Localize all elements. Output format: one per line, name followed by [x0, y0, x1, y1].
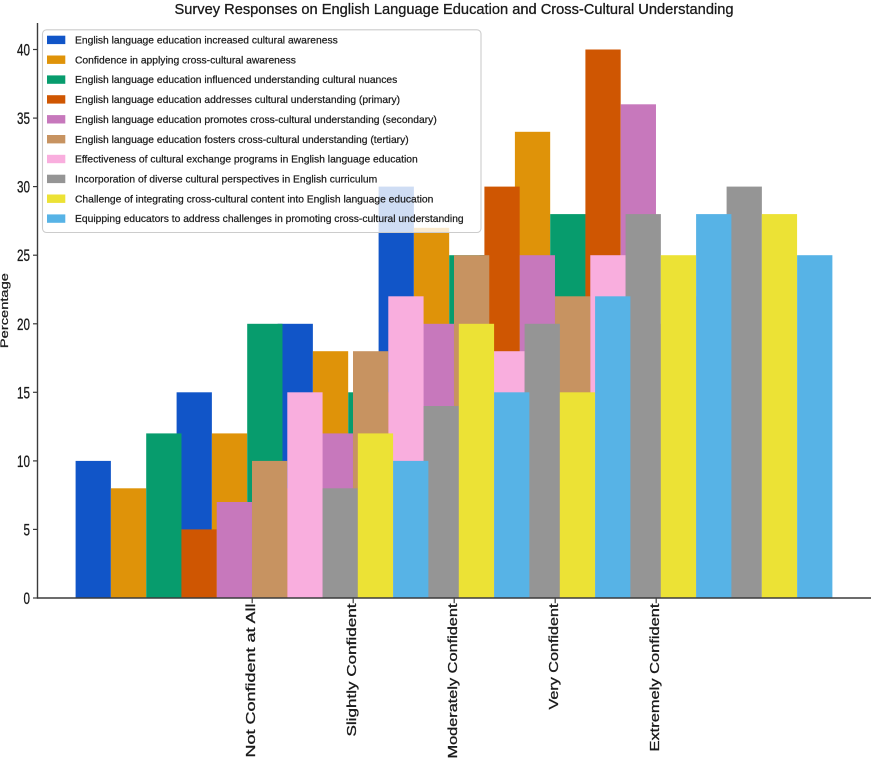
svg-text:English language education pro: English language education promotes cros… — [75, 115, 437, 126]
svg-text:25: 25 — [17, 246, 30, 265]
svg-text:English language education add: English language education addresses cul… — [75, 95, 400, 106]
svg-text:Slightly Confident: Slightly Confident — [344, 603, 359, 737]
svg-text:English language education fos: English language education fosters cross… — [75, 135, 409, 146]
svg-text:40: 40 — [17, 41, 30, 60]
svg-text:35: 35 — [17, 109, 30, 128]
svg-text:0: 0 — [24, 589, 31, 608]
svg-text:5: 5 — [24, 520, 31, 539]
svg-text:Not Confident at All: Not Confident at All — [243, 603, 258, 757]
svg-text:Incorporation of diverse cultu: Incorporation of diverse cultural perspe… — [75, 175, 377, 186]
svg-text:English language education inc: English language education increased cul… — [75, 36, 338, 47]
svg-text:15: 15 — [17, 383, 30, 402]
svg-text:Percentage: Percentage — [0, 273, 11, 348]
svg-text:Moderately Confident: Moderately Confident — [445, 603, 460, 758]
svg-text:Very Confident: Very Confident — [546, 603, 561, 709]
svg-text:English language education inf: English language education influenced un… — [75, 75, 397, 86]
svg-text:Equipping educators to address: Equipping educators to address challenge… — [75, 214, 464, 225]
svg-text:10: 10 — [17, 452, 30, 471]
svg-text:Confidence in applying cross-c: Confidence in applying cross-cultural aw… — [75, 55, 296, 66]
svg-text:20: 20 — [17, 315, 30, 334]
svg-text:Survey Responses on English La: Survey Responses on English Language Edu… — [175, 1, 734, 18]
svg-text:Extremely Confident: Extremely Confident — [647, 603, 662, 751]
svg-text:Effectiveness of cultural exch: Effectiveness of cultural exchange progr… — [75, 155, 418, 166]
svg-text:30: 30 — [17, 178, 30, 197]
svg-text:Challenge of integrating cross: Challenge of integrating cross-cultural … — [75, 194, 434, 205]
